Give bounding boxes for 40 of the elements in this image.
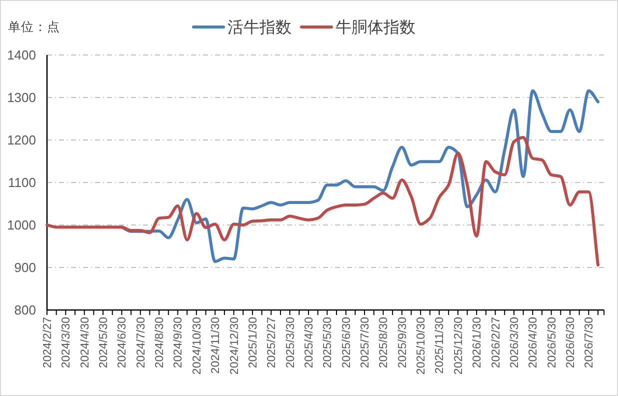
x-tick-label: 2024/12/30 (228, 317, 241, 375)
legend-label: 活牛指数 (228, 18, 292, 36)
x-tick-label: 2024/9/30 (172, 317, 185, 368)
y-tick-label: 1000 (7, 218, 36, 232)
x-tick-label: 2025/7/30 (360, 317, 372, 368)
x-tick-label: 2025/8/30 (378, 317, 390, 368)
y-tick-label: 1200 (7, 132, 36, 148)
x-tick-label: 2024/2/27 (42, 317, 54, 368)
x-tick-label: 2024/6/30 (116, 317, 129, 368)
x-tick-label: 2025/6/30 (340, 317, 353, 368)
x-tick-label: 2025/4/30 (303, 317, 316, 368)
x-tick-label: 2024/7/30 (135, 317, 148, 368)
x-tick-label: 2024/10/30 (191, 317, 204, 375)
x-tick-label: 2025/2/27 (266, 317, 278, 368)
x-tick-label: 2026/7/30 (584, 317, 596, 368)
x-tick-label: 2026/3/30 (508, 317, 521, 368)
y-tick-label: 1300 (7, 90, 36, 105)
x-tick-label: 2024/8/30 (154, 317, 166, 368)
x-tick-label: 2025/1/30 (247, 317, 260, 368)
y-tick-label: 900 (14, 260, 36, 275)
x-tick-label: 2024/11/30 (210, 317, 222, 374)
x-tick-label: 2025/11/30 (434, 317, 446, 374)
x-tick-label: 2025/3/30 (284, 317, 297, 368)
y-tick-label: 800 (14, 302, 36, 318)
text: 单位：点 (8, 20, 60, 34)
legend-label: 牛胴体指数 (336, 18, 416, 36)
y-tick-label: 1400 (7, 48, 36, 62)
y-tick-label: 1100 (8, 175, 36, 190)
x-tick-label: 2026/2/27 (490, 317, 502, 368)
x-tick-label: 2026/4/30 (528, 317, 540, 368)
x-tick-label: 2025/10/30 (416, 317, 428, 375)
x-tick-label: 2025/9/30 (396, 317, 409, 368)
x-tick-label: 2025/5/30 (322, 317, 334, 368)
x-tick-label: 2025/12/30 (452, 317, 465, 375)
x-tick-label: 2026/5/30 (546, 317, 558, 368)
x-tick-label: 2024/5/30 (98, 317, 110, 368)
x-tick-label: 2024/4/30 (79, 317, 92, 368)
x-tick-label: 2026/1/30 (472, 317, 484, 368)
x-tick-label: 2024/3/30 (60, 317, 73, 368)
x-tick-label: 2026/6/30 (564, 317, 577, 368)
